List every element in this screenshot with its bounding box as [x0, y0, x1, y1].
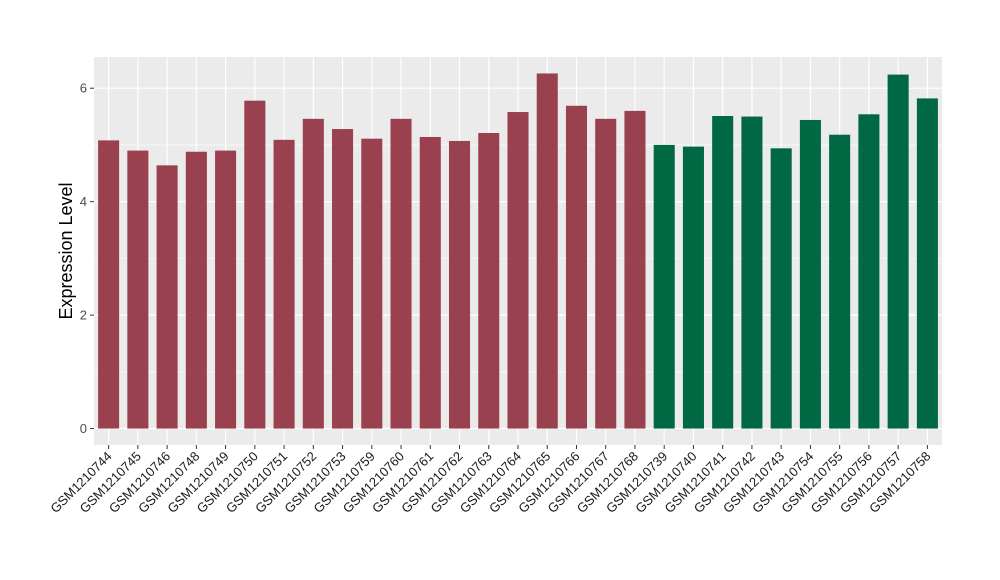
bar-GSM1210752 [302, 118, 324, 429]
y-tick-label: 0 [80, 421, 87, 436]
bar-GSM1210750 [244, 100, 266, 429]
bar-GSM1210744 [98, 140, 120, 429]
bar-GSM1210758 [916, 98, 938, 429]
bar-GSM1210748 [185, 151, 207, 429]
bar-GSM1210740 [682, 146, 704, 429]
y-tick-label: 2 [80, 308, 87, 323]
bar-GSM1210745 [127, 150, 149, 429]
bar-GSM1210766 [565, 105, 588, 429]
bar-GSM1210767 [595, 118, 617, 429]
bar-GSM1210755 [829, 134, 851, 429]
y-axis-title: Expression Level [56, 182, 76, 319]
bar-GSM1210765 [536, 73, 558, 429]
y-tick-label: 4 [80, 194, 87, 209]
bar-GSM1210760 [390, 118, 412, 429]
bar-GSM1210761 [419, 136, 441, 429]
x-axis: GSM1210744GSM1210745GSM1210746GSM1210748… [47, 445, 934, 516]
bar-GSM1210754 [799, 119, 821, 429]
bar-GSM1210757 [887, 74, 909, 429]
bar-GSM1210743 [770, 148, 792, 429]
bar-GSM1210759 [361, 138, 383, 429]
bar-GSM1210768 [624, 110, 646, 429]
bar-GSM1210753 [332, 129, 354, 429]
bar-GSM1210762 [448, 140, 471, 429]
bar-GSM1210746 [156, 165, 178, 429]
bar-GSM1210751 [273, 139, 295, 429]
bar-GSM1210764 [507, 112, 529, 429]
bar-GSM1210756 [858, 114, 880, 429]
y-axis: 0 2 4 6 [80, 81, 94, 436]
bar-GSM1210739 [653, 144, 675, 429]
bar-GSM1210763 [478, 133, 500, 429]
bar-GSM1210749 [215, 150, 237, 429]
bar-GSM1210742 [741, 116, 763, 429]
y-tick-label: 6 [80, 81, 87, 96]
bars [98, 73, 938, 429]
bar-GSM1210741 [712, 115, 734, 429]
